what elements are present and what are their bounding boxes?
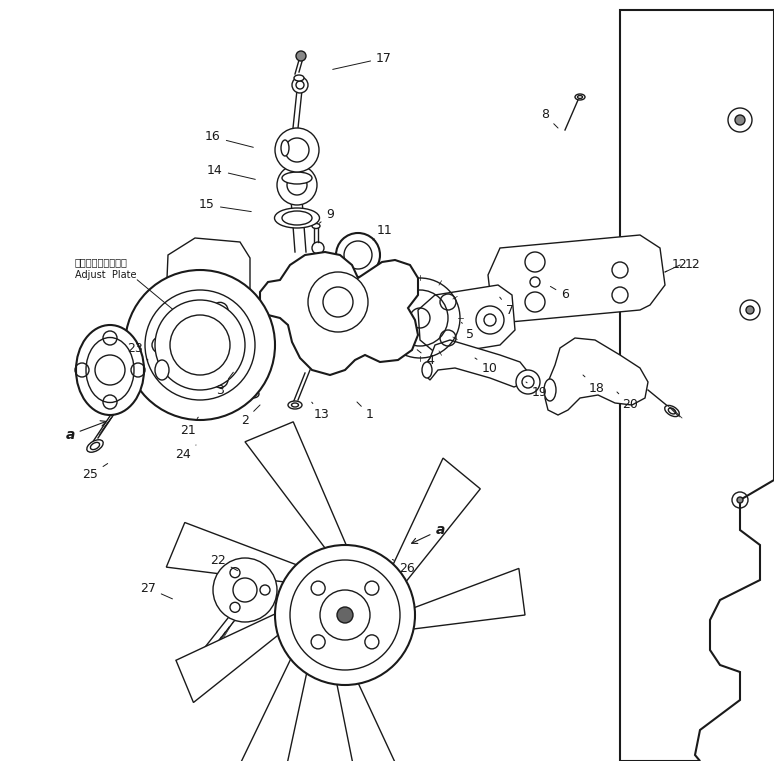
Circle shape [125,270,275,420]
Circle shape [277,165,317,205]
Ellipse shape [575,94,585,100]
Text: 15: 15 [199,199,252,212]
Text: 2: 2 [241,405,260,426]
Circle shape [516,370,540,394]
Circle shape [735,115,745,125]
Text: 12: 12 [685,259,700,272]
Circle shape [296,51,306,61]
Ellipse shape [544,379,556,401]
Circle shape [275,128,319,172]
Polygon shape [620,10,774,761]
Polygon shape [409,568,525,629]
Text: 23: 23 [127,342,148,360]
Text: 17: 17 [333,52,392,69]
Circle shape [337,607,353,623]
Text: 13: 13 [312,402,330,422]
Text: 16: 16 [205,130,253,148]
Polygon shape [260,252,418,375]
Ellipse shape [422,362,432,378]
Ellipse shape [155,360,169,380]
Text: Adjust  Plate: Adjust Plate [75,270,136,280]
Polygon shape [336,679,412,761]
Ellipse shape [330,585,369,635]
Ellipse shape [282,172,312,184]
Ellipse shape [247,390,259,398]
Text: 11: 11 [373,224,393,240]
Circle shape [746,306,754,314]
Ellipse shape [294,75,304,81]
Text: 3: 3 [216,372,233,396]
Text: 6: 6 [550,286,569,301]
Circle shape [213,558,277,622]
Text: 1: 1 [357,402,374,422]
Text: 9: 9 [319,209,334,223]
Polygon shape [166,523,302,582]
Text: 10: 10 [475,358,498,374]
Text: 14: 14 [207,164,255,180]
Text: アジャストプレート: アジャストプレート [75,257,128,267]
Polygon shape [239,654,308,761]
Circle shape [275,545,415,685]
Text: 20: 20 [617,392,638,412]
Ellipse shape [360,320,409,350]
Ellipse shape [275,208,320,228]
Ellipse shape [87,440,103,452]
Text: 22: 22 [210,553,238,571]
Text: 18: 18 [583,375,605,394]
Circle shape [155,300,245,390]
Circle shape [292,77,308,93]
Polygon shape [425,340,528,387]
Text: 21: 21 [180,417,198,437]
Ellipse shape [665,406,680,416]
Polygon shape [418,285,515,355]
Text: a: a [65,421,106,442]
Circle shape [312,242,324,254]
Ellipse shape [288,401,302,409]
Polygon shape [545,338,648,415]
Polygon shape [176,612,283,702]
Text: 24: 24 [175,445,196,461]
Text: 25: 25 [82,463,108,482]
Text: 26: 26 [392,559,415,575]
Text: 4: 4 [417,350,434,367]
Text: 27: 27 [140,581,173,599]
Text: 8: 8 [541,109,558,128]
Circle shape [737,497,743,503]
Ellipse shape [193,651,207,669]
Text: 5: 5 [461,323,474,342]
Polygon shape [488,235,665,322]
Ellipse shape [281,140,289,156]
Text: 7: 7 [500,297,514,317]
Text: 19: 19 [526,382,548,399]
Polygon shape [245,422,348,552]
Ellipse shape [336,591,365,629]
Polygon shape [391,458,481,585]
Text: 12: 12 [665,259,688,272]
Text: a: a [412,523,445,543]
Ellipse shape [76,325,144,415]
